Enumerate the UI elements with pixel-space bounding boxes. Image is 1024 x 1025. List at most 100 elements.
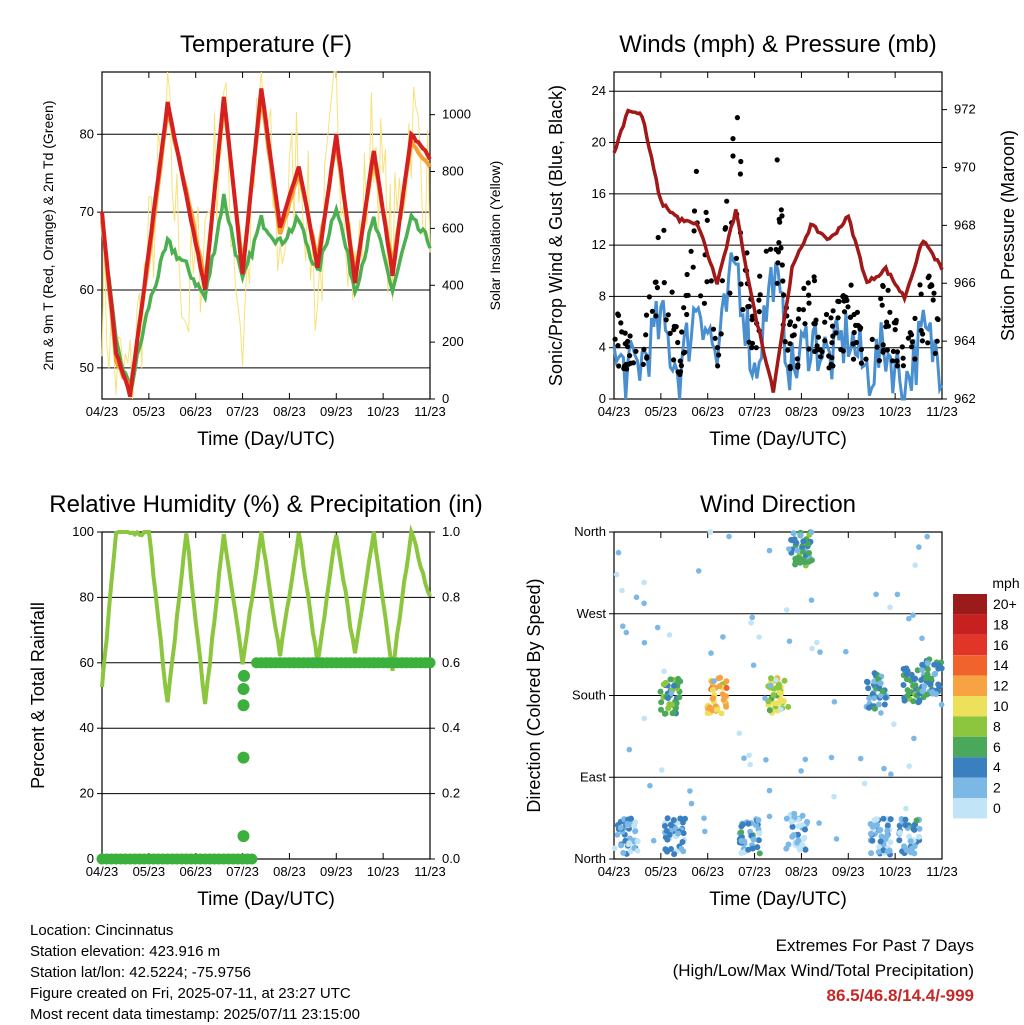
colorbar-swatch	[953, 777, 987, 798]
gust-point	[654, 285, 661, 291]
gust-point	[835, 315, 841, 321]
direction-point	[924, 660, 931, 667]
sonic-wind-line	[612, 252, 944, 401]
direction-point	[788, 818, 795, 825]
gust-point	[880, 283, 886, 289]
extremes-box: Extremes For Past 7 Days (High/Low/Max W…	[673, 933, 974, 1008]
direction-point	[678, 845, 685, 852]
direction-point	[861, 780, 868, 787]
direction-point	[741, 755, 747, 761]
direction-point	[749, 845, 756, 852]
gust-point	[802, 321, 808, 327]
gust-point	[909, 344, 915, 350]
colorbar-swatch	[953, 798, 987, 819]
gust-point	[883, 324, 889, 330]
elevation-text: Station elevation: 423.916 m	[30, 943, 221, 960]
gust-point	[738, 158, 744, 165]
gust-point	[918, 291, 924, 297]
direction-point	[884, 822, 891, 829]
direction-point	[887, 839, 894, 846]
direction-point	[792, 559, 799, 566]
gust-point	[811, 274, 817, 280]
direction-point	[938, 665, 945, 672]
y2-tick-label: 0.6	[442, 655, 460, 670]
direction-point	[843, 648, 849, 655]
gust-point	[727, 290, 733, 296]
direction-point	[902, 816, 909, 823]
direction-point	[682, 815, 688, 822]
gust-point	[746, 303, 752, 310]
precip-point	[424, 657, 436, 669]
gust-point	[684, 271, 690, 278]
direction-point	[791, 810, 798, 817]
direction-point	[748, 620, 754, 626]
gust-point	[756, 309, 762, 315]
direction-point	[766, 707, 773, 714]
gust-point	[830, 308, 836, 314]
gust-point	[920, 331, 926, 337]
direction-point	[868, 830, 874, 837]
direction-point	[650, 837, 657, 844]
direction-point	[877, 838, 884, 845]
gust-point	[792, 323, 798, 329]
plot-frame	[101, 531, 431, 860]
direction-point	[620, 623, 626, 629]
y-tick-label: 40	[80, 720, 94, 735]
direction-point	[799, 548, 806, 555]
gust-point	[690, 264, 696, 270]
direction-point	[794, 547, 801, 554]
x-tick-label: 06/23	[179, 864, 212, 879]
gust-point	[934, 338, 940, 344]
direction-point	[667, 676, 674, 683]
gust-point	[900, 355, 906, 361]
gust-point	[688, 248, 694, 254]
humidity-line	[100, 524, 432, 705]
gust-point	[891, 320, 897, 326]
y2-tick-label: 962	[954, 391, 976, 406]
gust-point	[778, 245, 784, 251]
y-tick-label: 0	[599, 391, 606, 406]
direction-point	[658, 699, 665, 706]
gust-point	[858, 346, 865, 353]
direction-point	[933, 691, 939, 698]
direction-point	[615, 549, 622, 556]
gust-point	[931, 290, 937, 296]
colorbar-label: 4	[993, 759, 1001, 775]
direction-point	[783, 607, 790, 613]
gust-point	[681, 350, 687, 356]
extremes-title: Extremes For Past 7 Days	[775, 936, 974, 955]
x-tick-label: 09/23	[832, 864, 865, 879]
y-tick-label: 24	[592, 83, 606, 98]
gust-point	[806, 300, 812, 306]
x-tick-label: 10/23	[879, 404, 912, 419]
direction-point	[903, 805, 909, 812]
direction-point	[907, 838, 914, 845]
gust-point	[833, 330, 839, 336]
y2-tick-label: 1000	[442, 107, 471, 122]
gust-point	[757, 273, 763, 279]
gust-point	[716, 352, 722, 358]
y-tick-label: 20	[592, 135, 606, 150]
direction-point	[667, 821, 674, 828]
gust-point	[892, 327, 898, 333]
gust-point	[774, 157, 780, 163]
colorbar-swatch	[953, 757, 987, 778]
direction-point	[773, 677, 779, 683]
direction-point	[896, 837, 903, 844]
direction-point	[614, 832, 621, 838]
x-axis-label: Time (Day/UTC)	[197, 429, 335, 450]
direction-point	[809, 645, 815, 652]
gust-point	[795, 316, 802, 322]
direction-point	[806, 550, 813, 556]
direction-point	[790, 832, 797, 839]
direction-point	[695, 568, 702, 574]
direction-point	[706, 705, 713, 712]
gust-point	[675, 339, 681, 346]
y-tick-label: 100	[72, 524, 94, 539]
y2-tick-label: 0	[442, 391, 449, 406]
direction-point	[802, 559, 809, 566]
direction-point	[831, 699, 838, 705]
gust-point	[641, 346, 647, 352]
direction-point	[865, 685, 872, 692]
